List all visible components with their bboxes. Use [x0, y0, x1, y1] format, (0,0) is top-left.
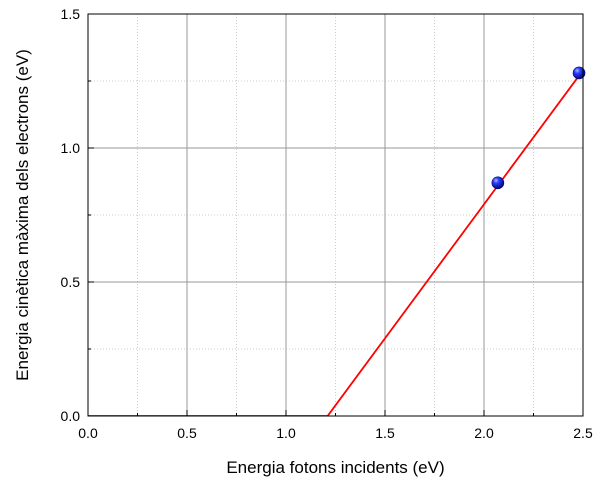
y-tick-label: 0.5 [61, 274, 81, 290]
x-tick-label: 2.5 [573, 425, 593, 441]
x-tick-label: 0.5 [177, 425, 197, 441]
x-tick-label: 2.0 [474, 425, 494, 441]
minor-grid [88, 14, 583, 416]
y-tick-label: 0.0 [61, 408, 81, 424]
y-axis-label: Energia cinètica màxima dels electrons (… [13, 49, 32, 381]
y-tick-label: 1.0 [61, 140, 81, 156]
x-axis-label: Energia fotons incidents (eV) [226, 458, 444, 477]
x-tick-label: 1.5 [375, 425, 395, 441]
axis-ticks [87, 13, 584, 417]
x-tick-labels: 0.0 0.5 1.0 1.5 2.0 2.5 [78, 425, 593, 441]
y-tick-label: 1.5 [61, 6, 81, 22]
y-tick-labels: 0.0 0.5 1.0 1.5 [61, 6, 81, 424]
major-grid [88, 14, 583, 416]
x-tick-label: 0.0 [78, 425, 98, 441]
x-tick-label: 1.0 [276, 425, 296, 441]
data-point [491, 176, 505, 190]
data-point-layer [491, 66, 586, 190]
data-point [572, 66, 586, 80]
